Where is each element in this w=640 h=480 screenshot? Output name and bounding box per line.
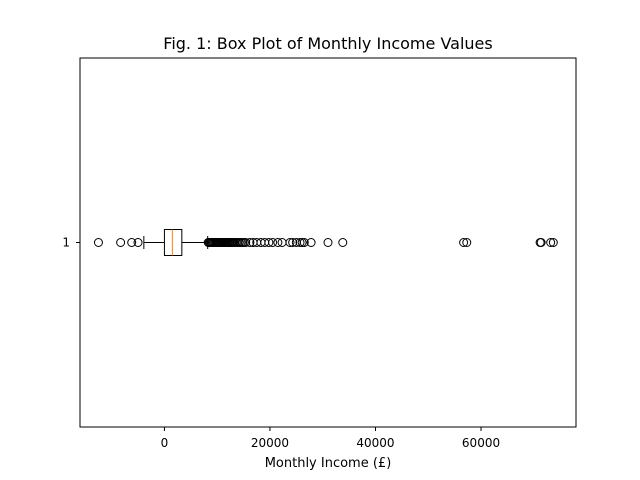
- outlier-point: [241, 238, 251, 247]
- x-tick-label: 60000: [462, 436, 500, 450]
- outlier-point: [306, 238, 316, 247]
- outlier-point: [338, 238, 348, 247]
- outlier-point: [288, 238, 298, 247]
- outlier-point: [285, 238, 295, 247]
- x-tick-label: 40000: [356, 436, 394, 450]
- x-tick-label: 0: [161, 436, 169, 450]
- outlier-point: [299, 238, 309, 247]
- outlier-point: [459, 238, 469, 247]
- outlier-point: [133, 238, 143, 247]
- outlier-point: [264, 238, 274, 247]
- outlier-point: [546, 238, 556, 247]
- x-axis-label: Monthly Income (£): [265, 456, 392, 471]
- outlier-point: [127, 238, 137, 247]
- outlier-point: [273, 238, 283, 247]
- outlier-point: [462, 238, 472, 247]
- chart-title: Fig. 1: Box Plot of Monthly Income Value…: [163, 34, 492, 53]
- outlier-point: [536, 238, 546, 247]
- outlier-point: [245, 238, 255, 247]
- outlier-point: [268, 238, 278, 247]
- outlier-point: [548, 238, 558, 247]
- outlier-point: [297, 238, 307, 247]
- x-axis: 0 20000 40000 60000: [161, 427, 500, 450]
- x-tick-label: 20000: [251, 436, 289, 450]
- outlier-point: [295, 238, 305, 247]
- outlier-point: [323, 238, 333, 247]
- box-plot-marks: [93, 229, 558, 256]
- y-axis: 1: [62, 236, 80, 250]
- outlier-point: [93, 238, 103, 247]
- y-tick-label: 1: [62, 236, 70, 250]
- iqr-box: [163, 229, 183, 256]
- outlier-point: [116, 238, 126, 247]
